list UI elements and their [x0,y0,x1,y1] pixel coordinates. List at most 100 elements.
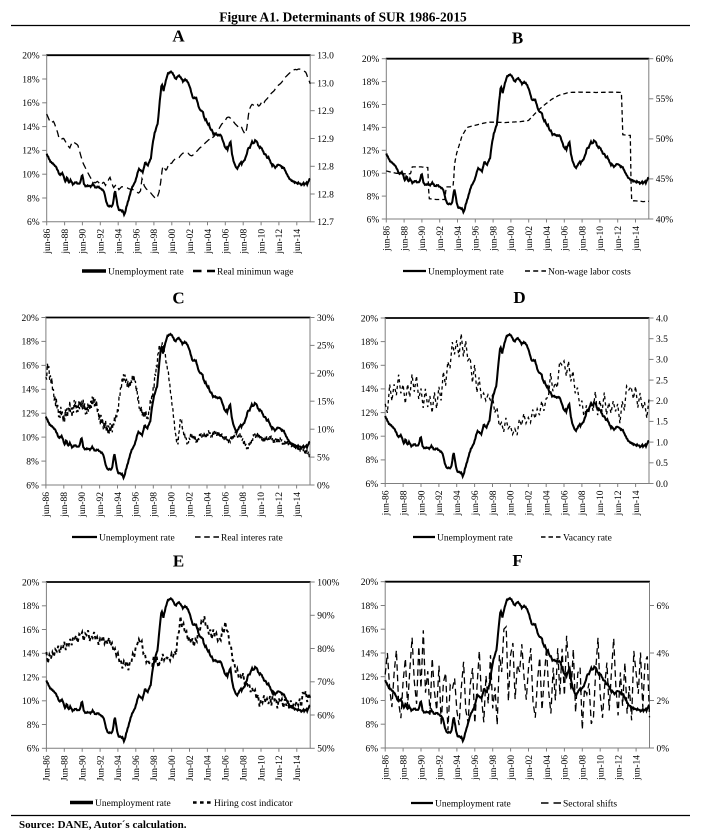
svg-text:12.8: 12.8 [317,190,334,200]
svg-text:jun-90: jun-90 [418,226,428,252]
svg-text:60%: 60% [656,55,674,65]
svg-text:jun-90: jun-90 [79,229,89,255]
svg-text:jun-12: jun-12 [275,229,285,255]
svg-text:10%: 10% [317,426,335,436]
svg-text:jun-04: jun-04 [204,229,214,255]
svg-text:2%: 2% [657,697,670,707]
svg-text:Figure A1. Determinants of SUR: Figure A1. Determinants of SUR 1986-2015 [219,10,467,25]
svg-text:jun-88: jun-88 [399,490,409,516]
svg-text:16%: 16% [361,626,379,636]
svg-text:Real minimun wage: Real minimun wage [217,268,294,278]
svg-text:10%: 10% [22,697,40,707]
svg-text:50%: 50% [317,745,335,755]
svg-text:jun-00: jun-00 [507,490,517,516]
svg-text:jun-90: jun-90 [417,490,427,516]
svg-text:jun-92: jun-92 [435,755,445,781]
svg-text:jun-00: jun-00 [168,229,178,255]
svg-text:Jun-94: Jun-94 [114,755,124,781]
svg-text:Jun-88: Jun-88 [61,755,71,781]
svg-text:Jun-98: Jun-98 [150,755,160,781]
svg-text:jun-94: jun-94 [454,226,464,252]
svg-text:jun-10: jun-10 [257,492,267,518]
svg-text:12.7: 12.7 [317,218,334,228]
svg-text:Real interes rate: Real interes rate [221,534,283,544]
svg-text:0.0: 0.0 [656,480,668,490]
svg-text:0%: 0% [657,744,670,754]
svg-text:6%: 6% [366,744,379,754]
svg-text:16%: 16% [21,362,39,372]
svg-text:45%: 45% [656,175,674,185]
svg-text:jun-10: jun-10 [257,229,267,255]
svg-text:jun-98: jun-98 [489,490,499,516]
svg-text:15%: 15% [317,398,335,408]
svg-text:jun-96: jun-96 [132,229,142,255]
svg-text:100%: 100% [317,578,339,588]
svg-text:jun-04: jun-04 [543,226,553,252]
svg-text:Jun-08: Jun-08 [239,755,249,781]
svg-text:A: A [172,27,185,46]
svg-text:Unemployment rate: Unemployment rate [428,268,504,278]
svg-text:B: B [512,29,523,48]
svg-text:jun-02: jun-02 [525,490,535,516]
svg-text:jun-08: jun-08 [240,229,250,255]
svg-text:jun-98: jun-98 [489,226,499,252]
svg-text:F: F [512,551,522,570]
svg-text:14%: 14% [21,386,39,396]
svg-text:jun-14: jun-14 [632,490,642,516]
svg-text:jun-02: jun-02 [525,226,535,252]
svg-text:jun-92: jun-92 [96,492,106,518]
svg-text:14%: 14% [22,650,40,660]
svg-text:jun-12: jun-12 [275,492,285,518]
svg-text:1.5: 1.5 [656,418,668,428]
svg-text:jun-88: jun-88 [399,755,409,781]
svg-text:5%: 5% [317,453,330,463]
svg-text:Sectoral shifts: Sectoral shifts [563,799,617,810]
svg-text:Jun-06: Jun-06 [222,755,232,781]
svg-text:jun-02: jun-02 [185,492,195,518]
svg-text:60%: 60% [317,711,335,721]
svg-text:10%: 10% [22,171,40,181]
svg-text:20%: 20% [21,314,39,324]
svg-text:3.0: 3.0 [656,356,668,366]
svg-text:20%: 20% [22,578,40,588]
svg-text:30%: 30% [317,314,335,324]
svg-text:14%: 14% [22,123,40,133]
svg-text:Jun-00: Jun-00 [168,755,178,781]
svg-text:6%: 6% [657,602,670,612]
svg-text:18%: 18% [22,602,40,612]
svg-text:6%: 6% [27,745,40,755]
svg-text:C: C [172,289,184,308]
svg-text:6%: 6% [27,218,40,228]
svg-text:8%: 8% [26,457,39,467]
svg-text:Unemployment rate: Unemployment rate [99,534,175,544]
svg-text:jun-00: jun-00 [168,492,178,518]
svg-text:8%: 8% [27,194,40,204]
svg-text:jun-00: jun-00 [507,755,517,781]
svg-text:jun-14: jun-14 [293,492,303,518]
svg-text:50%: 50% [656,135,674,145]
svg-text:Jun-10: Jun-10 [257,755,267,781]
svg-text:jun-04: jun-04 [543,755,553,781]
svg-text:jun-92: jun-92 [435,490,445,516]
svg-text:Source: DANE, Autor´s calculat: Source: DANE, Autor´s calculation. [19,819,187,831]
svg-text:E: E [173,552,184,571]
svg-text:jun-14: jun-14 [293,229,303,255]
svg-text:Jun-96: Jun-96 [132,755,142,781]
svg-text:jun-08: jun-08 [578,490,588,516]
svg-text:jun-10: jun-10 [596,490,606,516]
svg-text:10%: 10% [361,433,379,443]
svg-text:jun-10: jun-10 [597,755,607,781]
svg-text:6%: 6% [26,481,39,491]
svg-text:Unemployment rate: Unemployment rate [108,268,184,278]
svg-text:70%: 70% [317,678,335,688]
svg-text:jun-86: jun-86 [43,229,53,255]
svg-text:13.0: 13.0 [317,79,334,89]
svg-text:4%: 4% [657,649,670,659]
svg-text:jun-14: jun-14 [632,226,642,252]
svg-text:6%: 6% [367,215,380,225]
svg-text:jun-12: jun-12 [614,755,624,781]
svg-text:Hiring cost indicator: Hiring cost indicator [214,799,293,809]
svg-text:20%: 20% [361,578,379,588]
svg-text:12%: 12% [22,147,40,157]
svg-text:8%: 8% [366,456,379,466]
